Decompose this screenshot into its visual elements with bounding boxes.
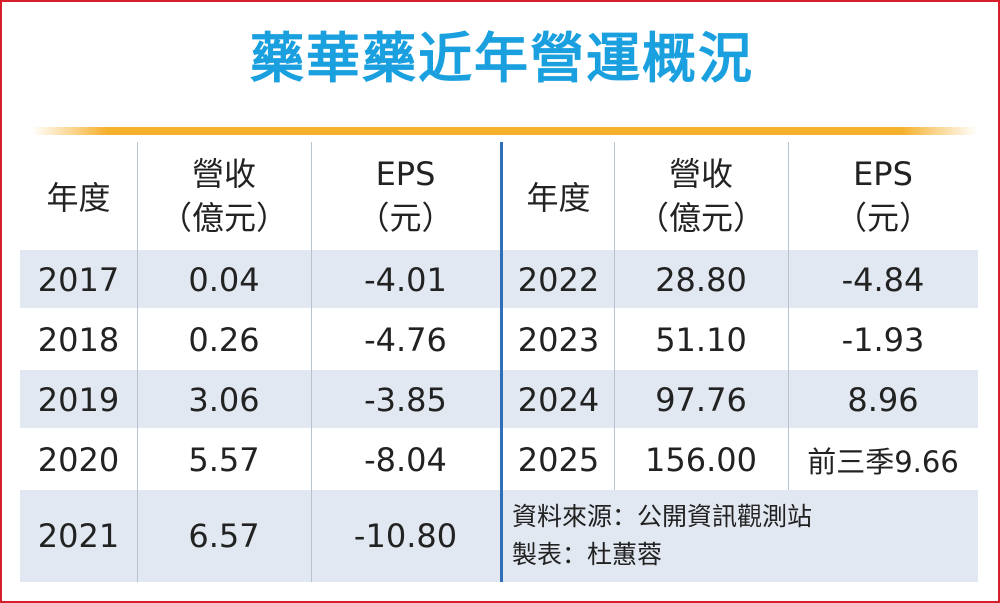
column-divider [311,142,312,582]
header-revenue-unit: （億元） [159,199,288,237]
table-cell-eps: -4.76 [364,321,447,359]
table-cell-eps: -8.04 [364,441,447,479]
header-revenue: 營收 （億元） [137,142,311,250]
table-cell-revenue: 156.00 [645,441,757,479]
header-revenue-unit: （億元） [636,199,765,237]
header-eps: EPS （元） [788,142,978,250]
table-cell-eps: -3.85 [364,381,447,419]
table-cell-eps: -1.93 [841,321,925,359]
header-year: 年度 [46,179,111,217]
header-revenue-label: 營收 [191,155,256,193]
table-cell-eps: -10.80 [353,517,458,555]
row-band [20,250,978,308]
header-year: 年度 [526,179,591,217]
table-cell-year: 2025 [517,441,600,479]
page-title: 藥華藥近年營運概況 [250,27,754,90]
column-divider [788,142,789,490]
table-cell-revenue: 28.80 [655,261,747,299]
column-divider [137,142,138,582]
table-cell-year: 2017 [37,261,120,299]
table-cell-revenue: 97.76 [655,381,747,419]
table-cell-eps: 前三季9.66 [807,445,959,479]
row-band [20,490,978,582]
table-cell-year: 2021 [37,517,120,555]
table-cell-revenue: 6.57 [188,517,260,555]
header-revenue-label: 營收 [668,155,733,193]
table-cell-eps: 8.96 [847,381,919,419]
table-cell-year: 2018 [37,321,120,359]
table-cell-year: 2024 [517,381,600,419]
row-band [20,370,978,428]
table-cell-year: 2022 [517,261,600,299]
table-center-divider [500,142,503,582]
header-revenue: 營收 （億元） [614,142,788,250]
column-divider [614,142,615,490]
header-eps-label: EPS [375,155,436,193]
table-cell-eps: -4.84 [841,261,925,299]
table-cell-year: 2020 [37,441,120,479]
header-eps-unit: （元） [357,199,454,237]
header-eps-label: EPS [853,155,913,193]
table-cell-year: 2019 [37,381,120,419]
table-cell-revenue: 0.26 [188,321,260,359]
table-cell-revenue: 51.10 [655,321,747,359]
table-cell-year: 2023 [517,321,600,359]
header-eps: EPS （元） [311,142,500,250]
maker-note: 製表：杜蕙蓉 [512,540,663,569]
table-cell-revenue: 3.06 [188,381,260,419]
table-cell-revenue: 0.04 [188,261,260,299]
header-eps-unit: （元） [834,199,931,237]
title-underline [32,127,977,135]
table-cell-revenue: 5.57 [188,441,260,479]
source-note: 資料來源：公開資訊觀測站 [512,502,813,531]
table-cell-eps: -4.01 [364,261,447,299]
